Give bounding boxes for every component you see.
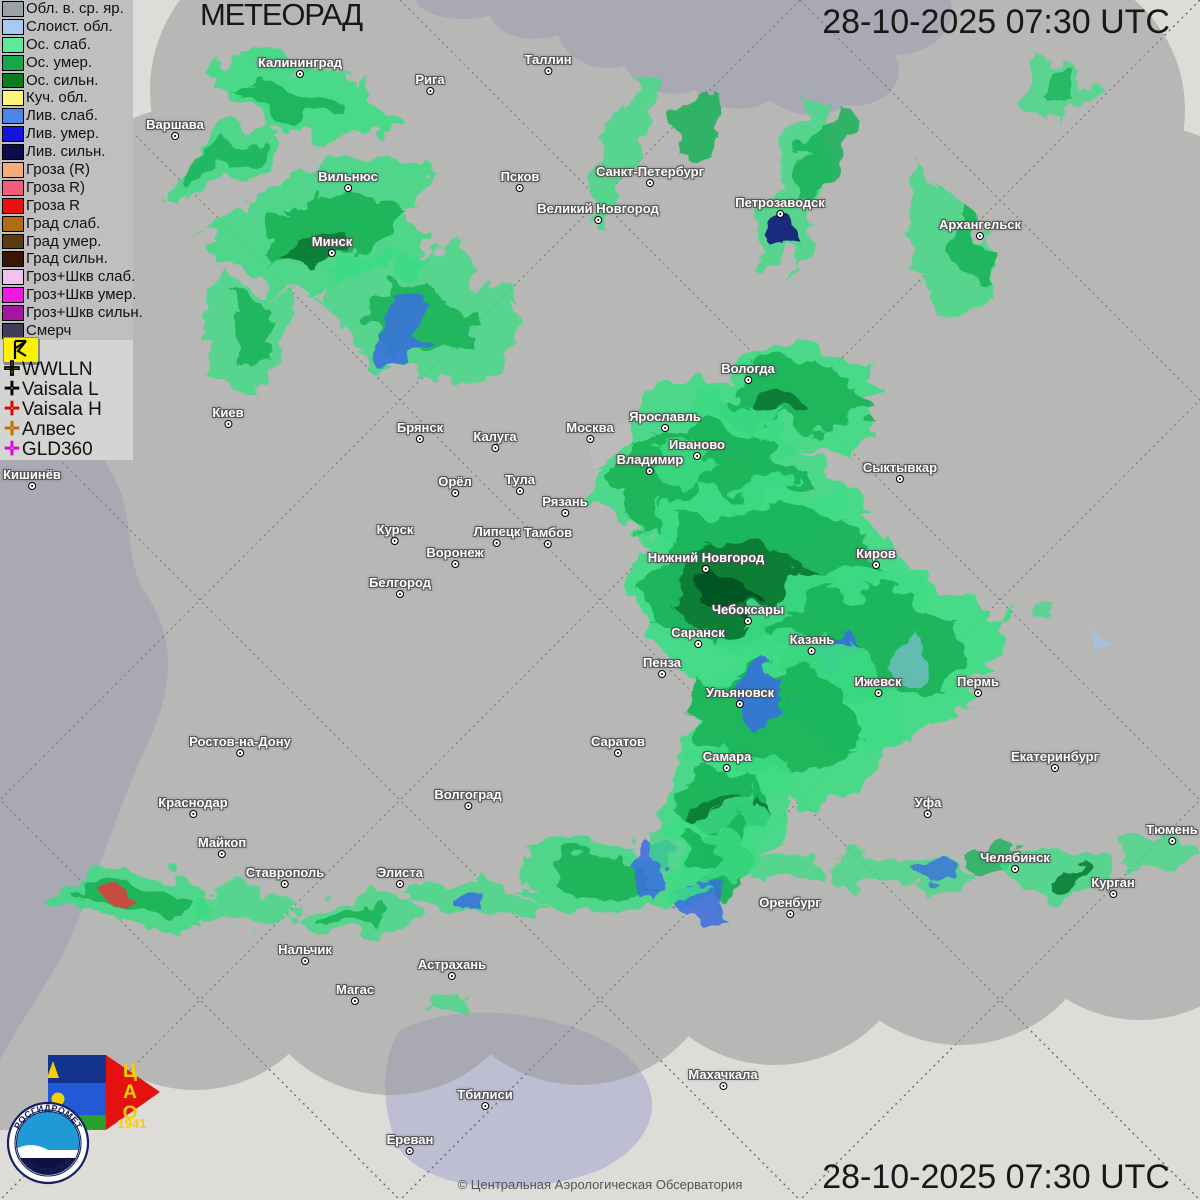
svg-text:1941: 1941 <box>118 1116 147 1131</box>
svg-text:Ц: Ц <box>123 1061 137 1082</box>
svg-text:А: А <box>123 1082 137 1103</box>
